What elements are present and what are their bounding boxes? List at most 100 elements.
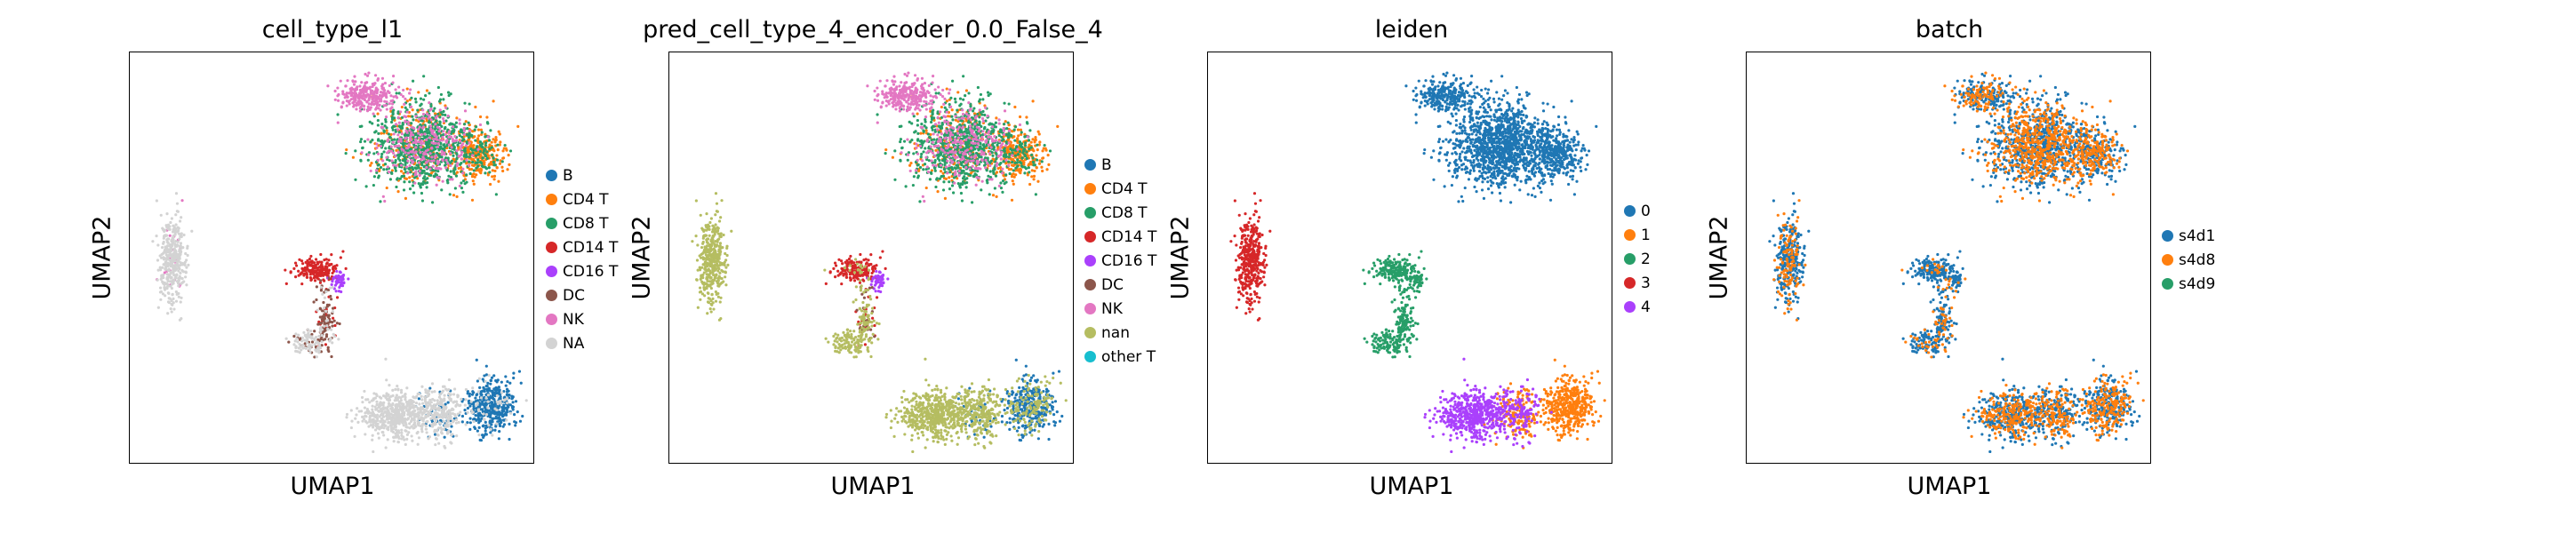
- scatter-point: [500, 410, 504, 415]
- scatter-point: [373, 415, 377, 418]
- scatter-point: [475, 173, 478, 177]
- scatter-point: [1025, 402, 1028, 406]
- scatter-point: [399, 92, 403, 97]
- scatter-point: [412, 191, 416, 195]
- scatter-point: [405, 433, 410, 436]
- scatter-point: [337, 277, 341, 281]
- scatter-point: [468, 145, 471, 148]
- scatter-point: [489, 410, 492, 414]
- scatter-point: [440, 153, 444, 156]
- scatter-point: [396, 412, 399, 417]
- scatter-point: [334, 290, 338, 293]
- scatter-point: [434, 123, 437, 126]
- scatter-point: [389, 94, 393, 98]
- scatter-point: [499, 395, 502, 399]
- scatter-point: [408, 102, 412, 107]
- scatter-point: [434, 166, 437, 171]
- scatter-point: [411, 115, 414, 118]
- scatter-point: [978, 115, 981, 119]
- scatter-point: [436, 399, 439, 402]
- scatter-point: [478, 123, 483, 127]
- scatter-point: [1032, 374, 1036, 378]
- scatter-point: [435, 137, 438, 141]
- scatter-point: [330, 282, 333, 286]
- scatter-point: [325, 267, 329, 271]
- scatter-point: [420, 425, 424, 428]
- scatter-point: [494, 378, 498, 383]
- scatter-point: [420, 141, 423, 146]
- scatter-point: [405, 87, 409, 91]
- scatter-point: [1036, 130, 1040, 133]
- scatter-point: [444, 140, 448, 144]
- scatter-point: [432, 141, 436, 145]
- scatter-point: [397, 400, 401, 403]
- scatter-point: [382, 423, 386, 427]
- scatter-point: [476, 128, 481, 131]
- scatter-point: [1053, 400, 1058, 403]
- scatter-point: [950, 108, 954, 112]
- scatter-point: [509, 411, 513, 415]
- scatter-point: [459, 403, 462, 407]
- scatter-point: [495, 394, 499, 398]
- scatter-point: [476, 429, 479, 433]
- scatter-point: [471, 390, 475, 394]
- scatter-point: [385, 415, 388, 418]
- scatter-point: [468, 394, 471, 398]
- scatter-point: [442, 119, 445, 123]
- scatter-point: [464, 423, 468, 426]
- scatter-point: [476, 147, 480, 151]
- scatter-point: [417, 392, 421, 396]
- scatter-point: [1036, 148, 1039, 152]
- scatter-point: [491, 434, 494, 437]
- scatter-point: [496, 148, 500, 152]
- scatter-point: [463, 403, 467, 407]
- scatter-point: [956, 91, 960, 94]
- scatter-point: [345, 91, 348, 95]
- scatter-point: [1030, 175, 1034, 179]
- scatter-point: [326, 327, 330, 331]
- scatter-point: [392, 440, 396, 443]
- scatter-point: [309, 330, 313, 333]
- scatter-point: [178, 274, 181, 278]
- scatter-point: [433, 390, 436, 394]
- scatter-point: [328, 263, 332, 266]
- scatter-point: [1021, 424, 1025, 427]
- scatter-point: [442, 419, 445, 423]
- scatter-point: [379, 108, 382, 112]
- scatter-point: [451, 178, 454, 181]
- scatter-point: [978, 113, 982, 116]
- scatter-point: [364, 411, 367, 415]
- scatter-point: [336, 113, 340, 116]
- scatter-point: [462, 126, 466, 131]
- scatter-point: [384, 410, 388, 414]
- scatter-point: [360, 81, 364, 84]
- scatter-point: [409, 133, 412, 137]
- scatter-point: [1020, 132, 1023, 137]
- scatter-point: [425, 414, 428, 418]
- scatter-point: [408, 187, 412, 191]
- scatter-point: [396, 415, 399, 418]
- scatter-point: [367, 410, 371, 413]
- legend-label: CD14 T: [563, 238, 619, 257]
- scatter-point: [470, 167, 474, 171]
- scatter-point: [420, 119, 424, 123]
- scatter-point: [366, 158, 370, 162]
- scatter-point: [1018, 438, 1021, 442]
- scatter-point: [1040, 165, 1044, 169]
- scatter-point: [480, 162, 484, 165]
- scatter-point: [165, 212, 169, 216]
- scatter-point: [363, 418, 366, 421]
- scatter-point: [406, 146, 411, 149]
- scatter-point: [292, 343, 296, 346]
- scatter-point: [399, 391, 404, 394]
- scatter-point: [409, 407, 412, 410]
- scatter-point: [414, 425, 418, 428]
- scatter-point: [179, 271, 182, 274]
- scatter-point: [482, 398, 485, 402]
- scatter-point: [404, 156, 407, 160]
- scatter-point: [505, 393, 508, 396]
- scatter-point: [155, 199, 158, 203]
- legend-label: CD16 T: [563, 262, 619, 281]
- scatter-point: [333, 89, 337, 93]
